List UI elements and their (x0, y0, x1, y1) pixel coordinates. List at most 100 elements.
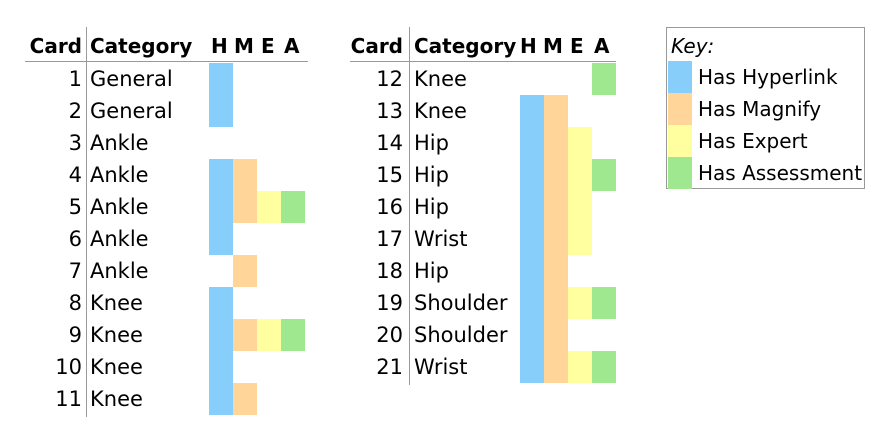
category-cell: Wrist (414, 227, 468, 251)
card-number: 11 (55, 387, 82, 411)
header-e: E (261, 34, 275, 58)
key-swatch-assessment (668, 157, 692, 189)
flag-cell-m (544, 95, 568, 127)
flag-cell-m (233, 319, 257, 351)
flag-cell-h (520, 95, 544, 127)
category-cell: Knee (90, 355, 143, 379)
card-number: 17 (376, 227, 403, 251)
category-cell: Hip (414, 195, 449, 219)
flag-cell-h (520, 287, 544, 319)
key-swatch-expert (668, 125, 692, 157)
card-number: 3 (68, 131, 82, 155)
flag-cell-a (592, 351, 616, 383)
card-number: 2 (68, 99, 82, 123)
category-cell: Knee (90, 323, 143, 347)
category-cell: Knee (414, 99, 467, 123)
header-rule (350, 61, 616, 62)
card-number: 15 (376, 163, 403, 187)
flag-cell-h (520, 223, 544, 255)
header-m: M (234, 34, 254, 58)
card-number: 4 (68, 163, 82, 187)
flag-cell-h (520, 127, 544, 159)
flag-cell-h (209, 63, 233, 95)
header-card: Card (350, 34, 403, 58)
flag-cell-e (568, 191, 592, 223)
category-cell: Wrist (414, 355, 468, 379)
category-cell: General (90, 67, 173, 91)
key-label-hyperlink: Has Hyperlink (698, 65, 838, 89)
card-number: 16 (376, 195, 403, 219)
header-e: E (570, 34, 584, 58)
card-number: 13 (376, 99, 403, 123)
card-number: 21 (376, 355, 403, 379)
flag-cell-h (209, 287, 233, 319)
flag-cell-h (209, 159, 233, 191)
key-label-expert: Has Expert (698, 129, 808, 153)
category-cell: Ankle (90, 259, 149, 283)
flag-cell-m (544, 223, 568, 255)
card-number: 14 (376, 131, 403, 155)
category-cell: Ankle (90, 227, 149, 251)
category-cell: Knee (414, 67, 467, 91)
key-label-magnify: Has Magnify (698, 97, 822, 121)
card-number: 5 (68, 195, 82, 219)
card-number: 8 (68, 291, 82, 315)
header-m: M (543, 34, 563, 58)
header-a: A (594, 34, 610, 58)
flag-cell-m (544, 191, 568, 223)
flag-cell-h (520, 159, 544, 191)
category-cell: Ankle (90, 195, 149, 219)
card-number: 7 (68, 259, 82, 283)
flag-cell-m (544, 287, 568, 319)
card-number: 6 (68, 227, 82, 251)
flag-cell-a (592, 63, 616, 95)
flag-cell-m (233, 159, 257, 191)
flag-cell-e (257, 191, 281, 223)
flag-cell-h (209, 351, 233, 383)
category-cell: Shoulder (414, 291, 508, 315)
card-number: 12 (376, 67, 403, 91)
category-cell: General (90, 99, 173, 123)
key-swatch-hyperlink (668, 61, 692, 93)
category-cell: Knee (90, 387, 143, 411)
card-number: 19 (376, 291, 403, 315)
flag-cell-m (544, 351, 568, 383)
category-cell: Ankle (90, 131, 149, 155)
flag-cell-h (209, 223, 233, 255)
header-category: Category (414, 34, 517, 58)
flag-cell-a (281, 191, 305, 223)
key-swatch-magnify (668, 93, 692, 125)
category-cell: Knee (90, 291, 143, 315)
flag-cell-e (257, 319, 281, 351)
card-number: 20 (376, 323, 403, 347)
flag-cell-h (209, 191, 233, 223)
key-legend: Key: Has Hyperlink Has Magnify Has Exper… (666, 27, 865, 189)
key-title: Key: (671, 34, 715, 58)
card-number: 18 (376, 259, 403, 283)
category-cell: Hip (414, 259, 449, 283)
flag-cell-e (568, 223, 592, 255)
header-a: A (284, 34, 300, 58)
category-cell: Hip (414, 131, 449, 155)
flag-cell-h (209, 383, 233, 415)
header-category: Category (90, 34, 193, 58)
flag-cell-a (592, 159, 616, 191)
flag-cell-m (233, 383, 257, 415)
flag-cell-e (568, 159, 592, 191)
card-number: 10 (55, 355, 82, 379)
header-rule (25, 61, 308, 62)
flag-cell-a (281, 319, 305, 351)
flag-cell-e (568, 287, 592, 319)
header-h: H (520, 34, 537, 58)
flag-cell-e (568, 127, 592, 159)
key-label-assessment: Has Assessment (698, 161, 863, 185)
card-number: 1 (68, 67, 82, 91)
flag-cell-a (592, 287, 616, 319)
category-cell: Hip (414, 163, 449, 187)
flag-cell-m (544, 319, 568, 351)
flag-cell-h (209, 95, 233, 127)
flag-cell-h (520, 255, 544, 287)
flag-cell-h (520, 351, 544, 383)
flag-cell-h (520, 191, 544, 223)
